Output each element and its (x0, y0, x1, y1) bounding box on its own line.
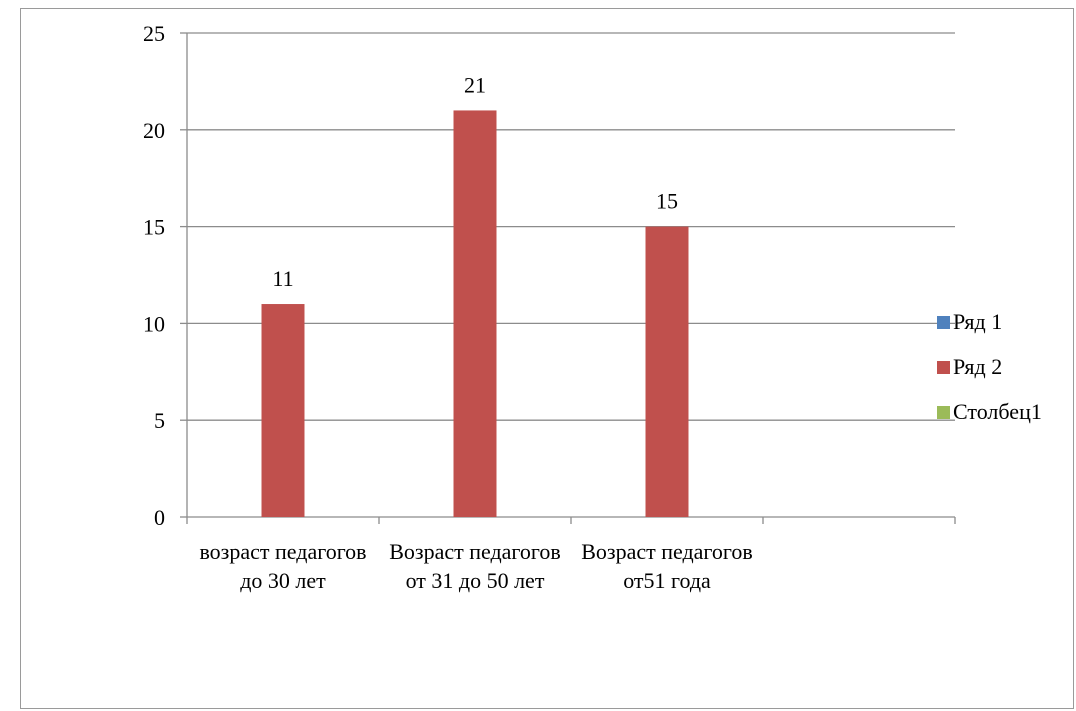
chart-frame (20, 8, 1074, 709)
x-category-label: Возраст педагогов от 31 до 50 лет (389, 539, 561, 593)
bar (261, 304, 305, 517)
y-tick-label: 20 (143, 118, 165, 143)
y-tick-label: 0 (154, 505, 165, 530)
data-label: 15 (656, 189, 678, 214)
data-label: 21 (464, 72, 486, 97)
bar (645, 226, 689, 517)
data-label: 11 (272, 266, 293, 291)
y-tick-label: 25 (143, 21, 165, 46)
legend-label: Столбец1 (953, 399, 1042, 424)
legend-swatch (937, 360, 950, 374)
legend-swatch (937, 405, 950, 419)
x-category-label: Возраст педагогов от51 года (581, 539, 753, 593)
legend-label: Ряд 2 (953, 354, 1003, 379)
x-category-label: возраст педагогов до 30 лет (199, 539, 367, 593)
y-tick-label: 5 (154, 408, 165, 433)
y-tick-label: 15 (143, 215, 165, 240)
legend-item: Столбец1 (937, 399, 1042, 425)
bar (453, 110, 497, 517)
legend-swatch (937, 315, 950, 329)
legend-item: Ряд 2 (937, 354, 1002, 380)
legend-label: Ряд 1 (953, 309, 1003, 334)
y-tick-label: 10 (143, 311, 165, 336)
legend-item: Ряд 1 (937, 309, 1002, 335)
